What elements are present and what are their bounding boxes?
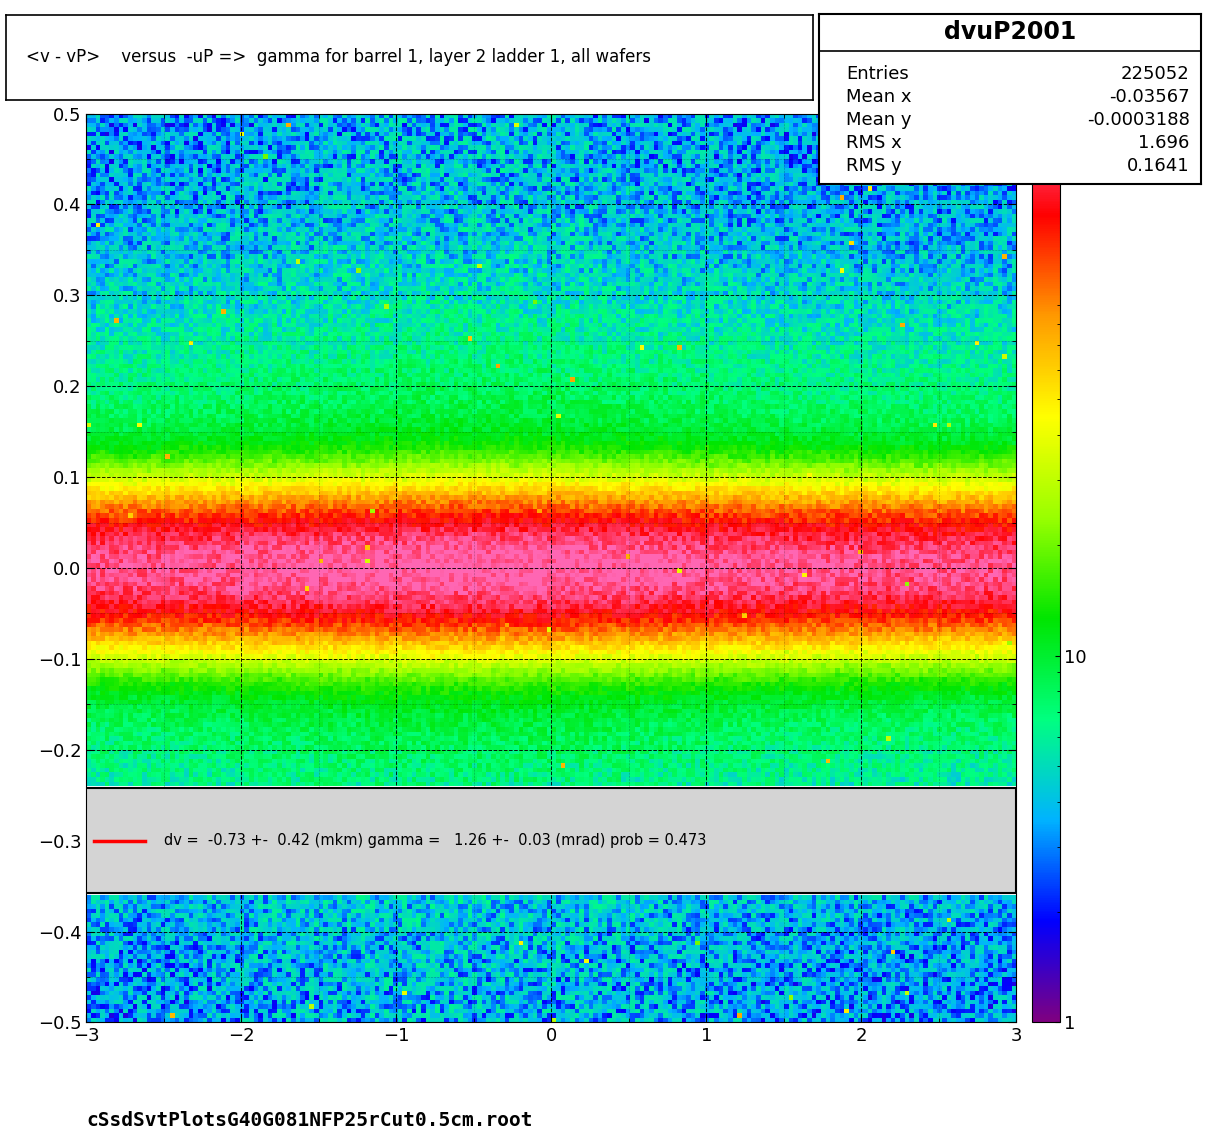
Text: dv =  -0.73 +-  0.42 (mkm) gamma =   1.26 +-  0.03 (mrad) prob = 0.473: dv = -0.73 +- 0.42 (mkm) gamma = 1.26 +-… (164, 833, 706, 849)
Text: Mean y: Mean y (846, 111, 912, 130)
Text: <v - vP>    versus  -uP =>  gamma for barrel 1, layer 2 ladder 1, all wafers: <v - vP> versus -uP => gamma for barrel … (26, 49, 652, 66)
Text: Entries: Entries (846, 65, 909, 83)
Text: 0.1641: 0.1641 (1127, 157, 1190, 175)
Text: dvuP2001: dvuP2001 (944, 20, 1077, 44)
Text: 1.696: 1.696 (1138, 134, 1190, 152)
Text: RMS y: RMS y (846, 157, 902, 175)
Text: -0.0003188: -0.0003188 (1087, 111, 1190, 130)
Text: 225052: 225052 (1121, 65, 1190, 83)
Text: RMS x: RMS x (846, 134, 902, 152)
Text: -0.03567: -0.03567 (1109, 89, 1190, 106)
Text: Mean x: Mean x (846, 89, 912, 106)
Bar (86, 788, 1016, 893)
Text: cSsdSvtPlotsG40G081NFP25rCut0.5cm.root: cSsdSvtPlotsG40G081NFP25rCut0.5cm.root (86, 1111, 532, 1130)
